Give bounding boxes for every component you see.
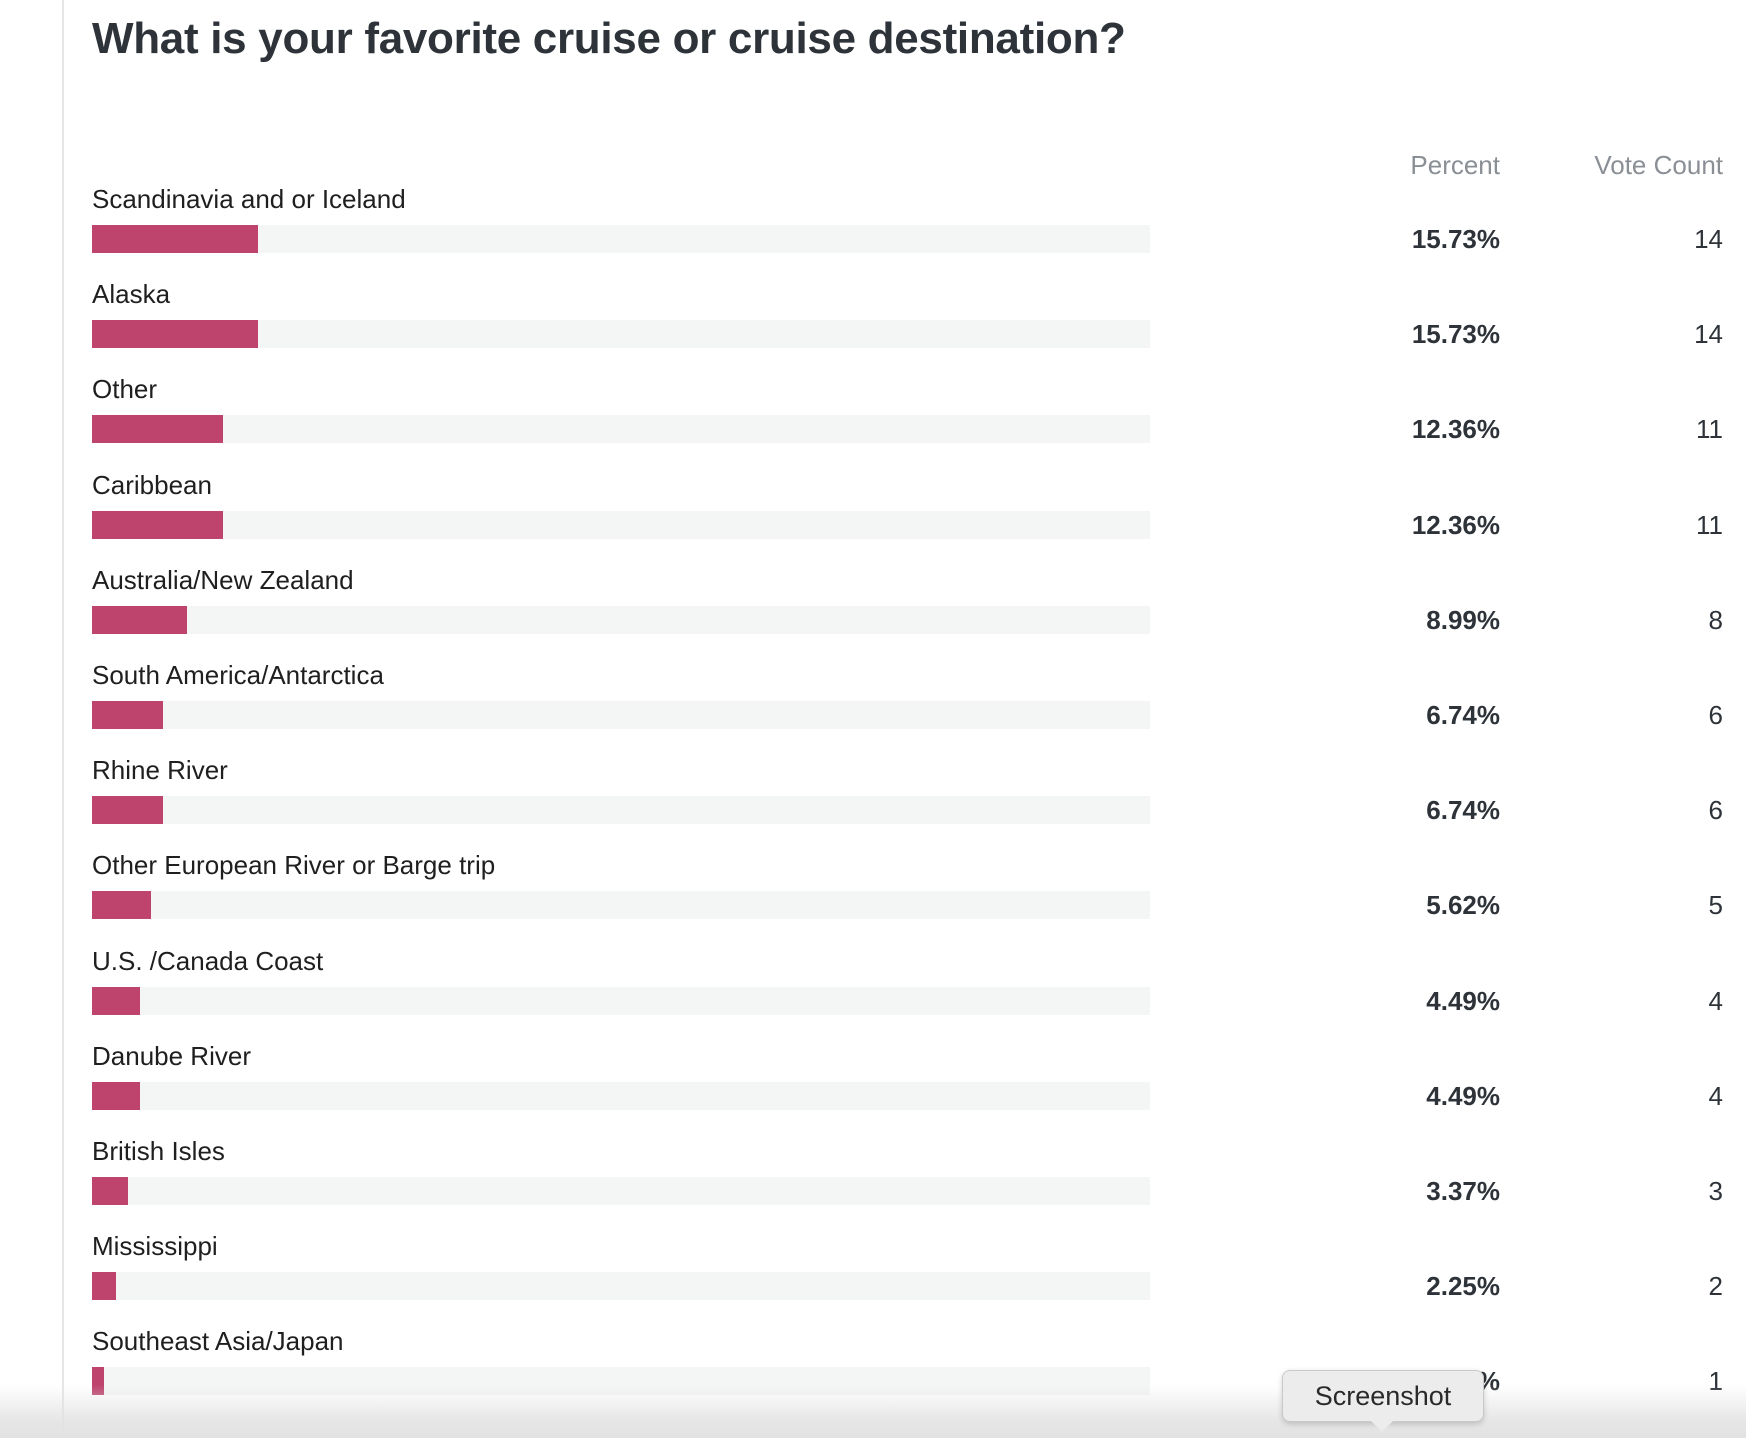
- option-label: Other: [92, 374, 158, 404]
- option-label: Caribbean: [92, 470, 212, 500]
- bar-fill: [92, 1272, 116, 1300]
- bar-track: [92, 1367, 1150, 1395]
- bar-fill: [92, 1177, 128, 1205]
- bar-track: [92, 1082, 1150, 1110]
- result-row: Caribbean 12.36% 11: [0, 470, 1746, 565]
- bar-track: [92, 511, 1150, 539]
- percent-value: 4.49%: [1426, 986, 1500, 1016]
- bar-fill: [92, 511, 223, 539]
- result-row: Other European River or Barge trip 5.62% 5: [0, 850, 1746, 945]
- page-title: What is your favorite cruise or cruise d…: [92, 14, 1126, 63]
- bar-track: [92, 987, 1150, 1015]
- bar-track: [92, 320, 1150, 348]
- vote-count-value: 3: [1708, 1176, 1723, 1206]
- percent-value: 8.99%: [1426, 605, 1500, 635]
- option-label: Other European River or Barge trip: [92, 850, 496, 880]
- result-row: Scandinavia and or Iceland 15.73% 14: [0, 184, 1746, 279]
- bar-fill: [92, 796, 163, 824]
- result-row: British Isles 3.37% 3: [0, 1136, 1746, 1231]
- result-row: Rhine River 6.74% 6: [0, 755, 1746, 850]
- option-label: Mississippi: [92, 1231, 218, 1261]
- bar-track: [92, 1177, 1150, 1205]
- vote-count-value: 2: [1708, 1271, 1723, 1301]
- percent-value: 6.74%: [1426, 700, 1500, 730]
- option-label: British Isles: [92, 1136, 225, 1166]
- result-row: U.S. /Canada Coast 4.49% 4: [0, 946, 1746, 1041]
- vote-count-value: 11: [1696, 510, 1723, 540]
- bar-fill: [92, 320, 258, 348]
- option-label: Scandinavia and or Iceland: [92, 184, 406, 214]
- bar-fill: [92, 1082, 140, 1110]
- vote-count-value: 1: [1708, 1366, 1723, 1396]
- bar-fill: [92, 415, 223, 443]
- percent-value: 15.73%: [1411, 319, 1500, 349]
- vote-count-column-header: Vote Count: [1594, 150, 1723, 180]
- option-label: Rhine River: [92, 755, 228, 785]
- bar-fill: [92, 225, 258, 253]
- bar-fill: [92, 891, 151, 919]
- option-label: Southeast Asia/Japan: [92, 1326, 344, 1356]
- percent-value: 2.25%: [1426, 1271, 1500, 1301]
- percent-value: 15.73%: [1411, 224, 1500, 254]
- bar-track: [92, 891, 1150, 919]
- bar-track: [92, 1272, 1150, 1300]
- result-row: Danube River 4.49% 4: [0, 1041, 1746, 1136]
- bar-track: [92, 796, 1150, 824]
- bar-track: [92, 415, 1150, 443]
- result-row: Southeast Asia/Japan% 1: [0, 1326, 1746, 1421]
- vote-count-value: 4: [1708, 1081, 1723, 1111]
- option-label: South America/Antarctica: [92, 660, 384, 690]
- tooltip-pointer: [1370, 1420, 1394, 1432]
- left-divider: [62, 0, 64, 1438]
- percent-value: 3.37%: [1426, 1176, 1500, 1206]
- percent-value: 5.62%: [1426, 890, 1500, 920]
- option-label: U.S. /Canada Coast: [92, 946, 324, 976]
- option-label: Alaska: [92, 279, 171, 309]
- percent-value: 6.74%: [1426, 795, 1500, 825]
- vote-count-value: 6: [1708, 700, 1723, 730]
- percent-column-header: Percent: [1410, 150, 1500, 180]
- vote-count-value: 14: [1694, 319, 1723, 349]
- screenshot-tooltip: Screenshot: [1282, 1370, 1484, 1422]
- result-row: Alaska 15.73% 14: [0, 279, 1746, 374]
- vote-count-value: 5: [1708, 890, 1723, 920]
- result-row: Mississippi 2.25% 2: [0, 1231, 1746, 1326]
- option-label: Australia/New Zealand: [92, 565, 354, 595]
- bar-fill: [92, 1367, 104, 1395]
- bar-fill: [92, 987, 140, 1015]
- result-row: South America/Antarctica 6.74% 6: [0, 660, 1746, 755]
- vote-count-value: 4: [1708, 986, 1723, 1016]
- bar-fill: [92, 701, 163, 729]
- vote-count-value: 11: [1696, 414, 1723, 444]
- option-label: Danube River: [92, 1041, 251, 1071]
- result-row: Other 12.36% 11: [0, 374, 1746, 469]
- percent-value: 12.36%: [1411, 414, 1500, 444]
- bar-track: [92, 606, 1150, 634]
- percent-value: 4.49%: [1426, 1081, 1500, 1111]
- bar-track: [92, 701, 1150, 729]
- percent-value: 12.36%: [1411, 510, 1500, 540]
- vote-count-value: 8: [1708, 605, 1723, 635]
- bar-track: [92, 225, 1150, 253]
- vote-count-value: 6: [1708, 795, 1723, 825]
- result-row: Australia/New Zealand 8.99% 8: [0, 565, 1746, 660]
- vote-count-value: 14: [1694, 224, 1723, 254]
- bar-fill: [92, 606, 187, 634]
